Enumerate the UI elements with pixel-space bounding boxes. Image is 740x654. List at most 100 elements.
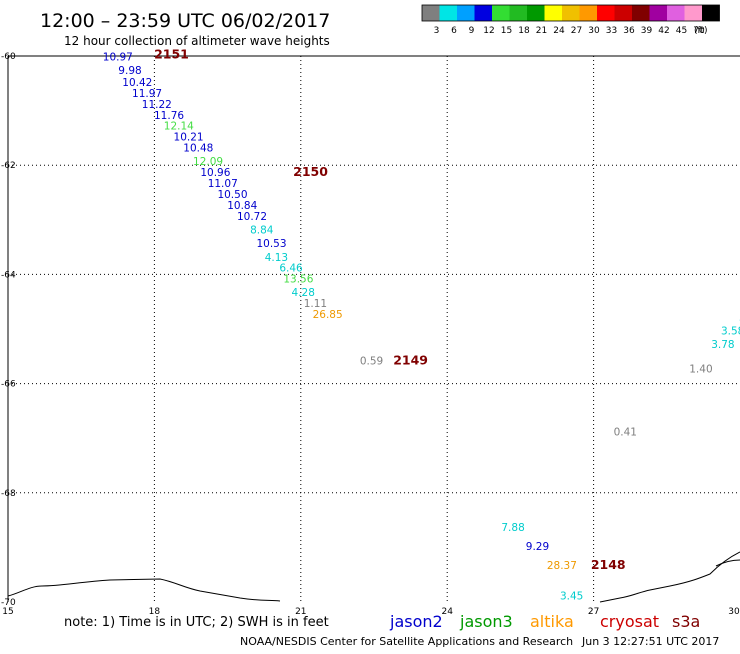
color-scale-swatch: [597, 5, 615, 21]
color-scale-label: 6: [451, 26, 457, 36]
orbit-number-label: 2150: [293, 164, 328, 179]
swh-value: 10.97: [103, 51, 133, 63]
map-subtitle: 12 hour collection of altimeter wave hei…: [64, 34, 330, 48]
color-scale-swatch: [474, 5, 492, 21]
color-scale-swatch: [492, 5, 510, 21]
swh-value: 26.85: [313, 309, 343, 321]
swh-value: 4.28: [292, 287, 315, 299]
color-scale-swatch: [457, 5, 475, 21]
color-scale-swatch: [439, 5, 457, 21]
satellite-legend-altika: altika: [530, 612, 574, 631]
swh-value: 0.59: [360, 355, 383, 367]
swh-value: 9.29: [526, 541, 549, 553]
swh-value: 11.22: [142, 99, 172, 111]
swh-value: 10.72: [237, 211, 267, 223]
color-scale-swatch: [422, 5, 440, 21]
color-scale-label: 36: [623, 26, 635, 36]
color-scale-label: 3: [434, 26, 440, 36]
swh-value: 11.07: [208, 178, 238, 190]
color-scale-label: 39: [641, 26, 653, 36]
latitude-tick-label: -66: [1, 380, 16, 390]
swh-value: 28.37: [547, 560, 577, 572]
color-scale-border: [421, 4, 720, 22]
longitude-tick-label: 21: [295, 607, 306, 617]
color-scale-label: 9: [469, 26, 475, 36]
latitude-tick-label: -68: [1, 489, 16, 499]
swh-value: 11.76: [154, 110, 184, 122]
swh-value: 3.8: [739, 312, 740, 324]
longitude-tick-label: 30: [728, 607, 740, 617]
latitude-tick-label: -60: [1, 52, 16, 62]
swh-value: 8.84: [250, 224, 274, 236]
swh-value: 10.53: [256, 238, 286, 250]
color-scale-label: 24: [553, 26, 565, 36]
footer-note: note: 1) Time is in UTC; 2) SWH is in fe…: [64, 615, 329, 630]
swh-value: 3.58: [721, 325, 740, 337]
color-scale-swatch: [544, 5, 562, 21]
color-scale-label: 30: [588, 26, 600, 36]
latitude-tick-label: -62: [1, 161, 16, 171]
longitude-tick-label: 24: [441, 607, 453, 617]
color-scale-label: 45: [676, 26, 687, 36]
orbit-number-label: 2151: [154, 47, 189, 62]
orbit-number-label: 2149: [393, 352, 428, 367]
map-title: 12:00 – 23:59 UTC 06/02/2017: [40, 10, 330, 32]
color-scale-swatch: [632, 5, 650, 21]
swh-value: 6.46: [279, 263, 303, 275]
swh-value: 1.40: [689, 364, 712, 376]
latitude-tick-label: -64: [1, 270, 16, 280]
color-scale-swatch: [649, 5, 667, 21]
color-scale-swatch: [562, 5, 580, 21]
color-scale-label: 21: [536, 26, 547, 36]
swh-value: 10.42: [122, 77, 152, 89]
color-scale-label: 33: [606, 26, 617, 36]
antarctic-coastline-east-inner: [715, 559, 740, 567]
swh-value: 10.21: [174, 132, 204, 144]
swh-value: 11.97: [132, 88, 162, 100]
swh-value: 12.09: [193, 156, 223, 168]
swh-value: 10.50: [217, 189, 247, 201]
swh-observations: 10.979.9810.4211.9711.2211.7612.1410.211…: [103, 51, 740, 602]
antarctic-coastline: [7, 578, 281, 602]
axis-tick-labels: 15 18 21 24 27 30 -60 -62 -64 -66 -68 -70: [1, 52, 740, 617]
orbit-number-label: 2148: [591, 557, 626, 572]
swh-value: 9.98: [118, 65, 141, 77]
swh-value: 3.78: [711, 339, 734, 351]
swh-value: 10.84: [227, 200, 257, 212]
color-scale-swatch: [527, 5, 545, 21]
color-scale-label: 12: [483, 26, 494, 36]
satellite-legend-s3a: s3a: [672, 612, 700, 631]
swh-value: 0.41: [614, 426, 637, 438]
color-scale-label: 70: [693, 26, 705, 36]
wave-height-color-scale: 3 6 9 12 15 18 21 24 27 30 33 36 39 42 45 70(ft): [421, 4, 720, 36]
swh-value: 13.56: [283, 274, 313, 286]
longitude-tick-label: 15: [2, 607, 13, 617]
longitude-tick-label: 18: [149, 607, 161, 617]
color-scale-unit: (ft): [694, 26, 708, 36]
satellite-legend-jason2: jason2: [389, 612, 443, 631]
satellite-legend-jason3: jason3: [459, 612, 513, 631]
swh-value: 12.14: [164, 121, 194, 133]
color-scale-label: 27: [571, 26, 582, 36]
satellite-legend: jason2 jason3 altika cryosat s3a: [389, 612, 700, 631]
orbit-labels: 2151 2150 2149 2148: [154, 47, 626, 573]
swh-value: 10.96: [200, 167, 230, 179]
swh-value: 4.13: [265, 252, 288, 264]
footer-timestamp: Jun 3 12:27:51 UTC 2017: [581, 635, 719, 648]
latitude-tick-label: -70: [1, 598, 16, 608]
color-scale-label: 18: [518, 26, 530, 36]
color-scale-swatch: [509, 5, 527, 21]
swh-value: 7.88: [501, 522, 524, 534]
graticule: [8, 56, 740, 602]
map-frame: [7, 55, 740, 602]
color-scale-swatch: [579, 5, 597, 21]
color-scale-label: 15: [501, 26, 512, 36]
swh-value: 1.11: [304, 298, 327, 310]
color-scale-swatch: [702, 5, 720, 21]
longitude-tick-label: 27: [588, 607, 599, 617]
footer-credit: NOAA/NESDIS Center for Satellite Applica…: [240, 635, 573, 648]
swh-value: 10.48: [183, 143, 213, 155]
swh-value: 3.45: [560, 590, 583, 602]
